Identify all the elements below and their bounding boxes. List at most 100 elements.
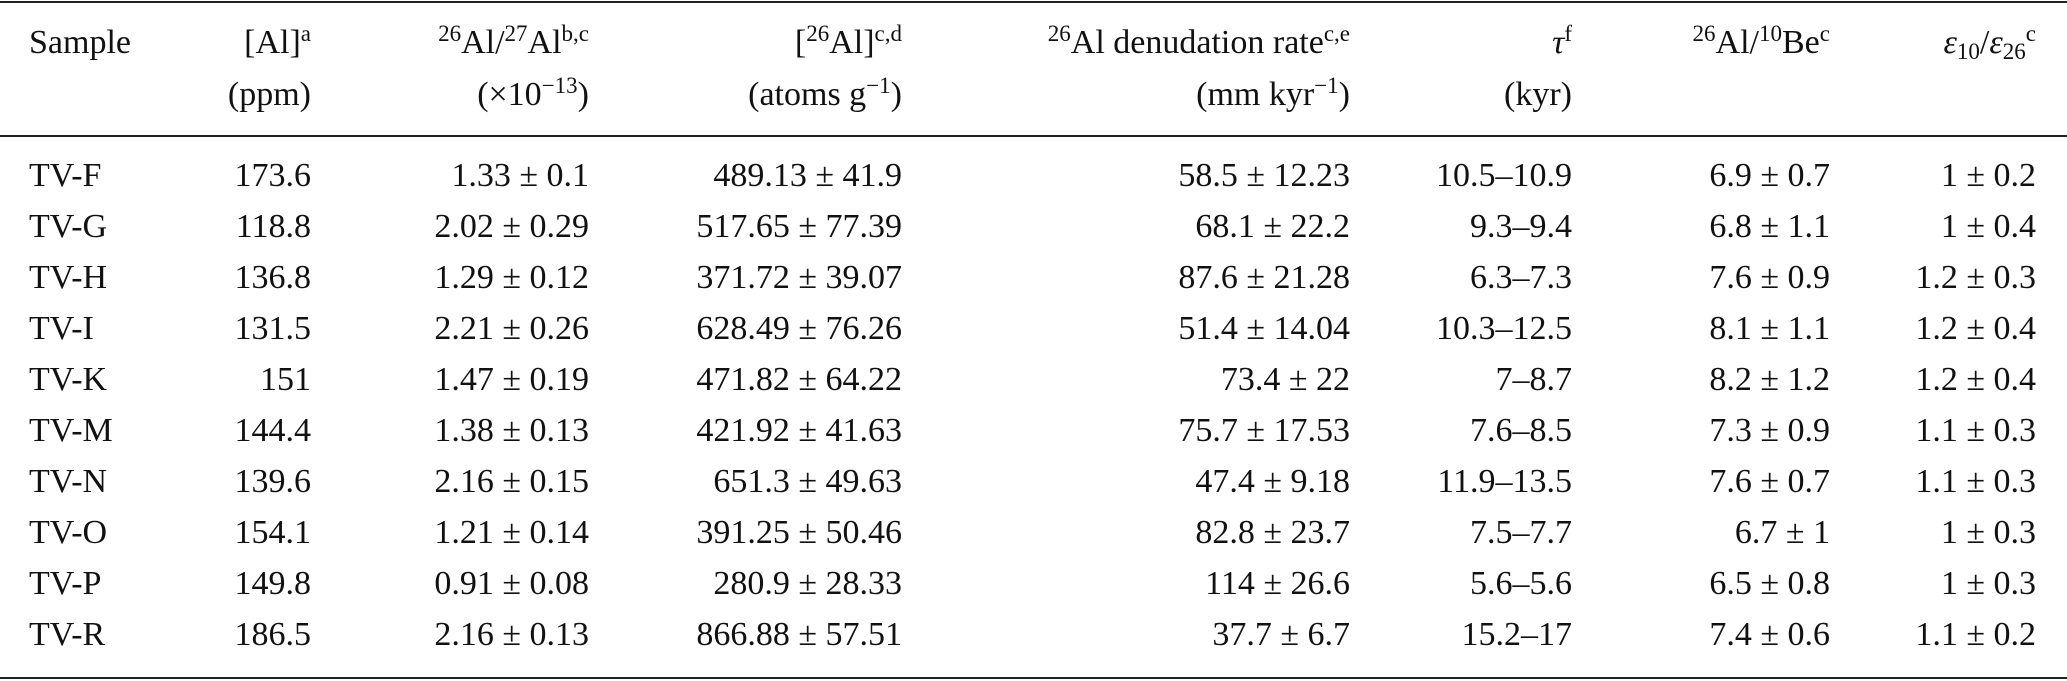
header-cell: (atoms g−1) [748,74,902,115]
bottom-rule [0,677,2067,679]
data-cell: 11.9–13.5 [1437,463,1572,500]
header-text: Sample [29,24,131,61]
header-text: ) [1338,76,1350,113]
header-superscript: c,d [874,21,902,46]
data-cell: 10.3–12.5 [1436,310,1572,347]
sample-id: TV-P [29,565,102,602]
header-cell: ε10/ε26c [1943,21,2036,64]
data-cell: 8.1 ± 1.1 [1709,310,1830,347]
header-text: ) [890,76,902,113]
data-cell: 186.5 [234,616,312,653]
data-cell: 517.65 ± 77.39 [696,208,902,245]
header-superscript: b,c [561,21,589,46]
data-cell: 1.2 ± 0.4 [1915,310,2036,347]
data-cell: 144.4 [234,412,312,449]
header-cell: (ppm) [228,75,311,115]
data-cell: 149.8 [234,565,312,602]
data-cell: 2.16 ± 0.13 [434,616,589,653]
data-cell: 280.9 ± 28.33 [713,565,902,602]
sample-id: TV-F [29,157,102,194]
data-cell: 8.2 ± 1.2 [1709,361,1830,398]
data-cell: 68.1 ± 22.2 [1195,208,1350,245]
data-cell: 421.92 ± 41.63 [696,412,902,449]
header-text: Al] [829,24,875,61]
header-subscript: 10 [1956,39,1980,64]
data-cell: 1.38 ± 0.13 [434,412,589,449]
data-cell: 139.6 [234,463,312,500]
data-cell: 1.47 ± 0.19 [434,361,589,398]
header-text: [Al] [244,24,301,61]
data-cell: 1 ± 0.4 [1940,208,2036,245]
data-cell: 6.5 ± 0.8 [1709,565,1830,602]
header-superscript: f [1564,21,1572,46]
data-cell: 47.4 ± 9.18 [1195,463,1350,500]
header-text: [ [794,24,807,61]
header-text: Al/ [461,24,505,61]
data-cell: 2.02 ± 0.29 [434,208,589,245]
data-cell: 6.7 ± 1 [1734,514,1830,551]
data-cell: 628.49 ± 76.26 [696,310,902,347]
header-cell: [Al]a [244,21,311,63]
data-cell: 371.72 ± 39.07 [696,259,902,296]
header-text: Al [527,24,562,61]
data-cell: 5.6–5.6 [1470,565,1572,602]
sample-id: TV-M [29,412,113,449]
header-superscript: c [2025,21,2036,46]
header-superscript: 26 [1047,21,1071,46]
header-text: ) [577,76,589,113]
sample-id: TV-K [29,361,108,398]
data-cell: 866.88 ± 57.51 [696,616,902,653]
data-cell: 7.6 ± 0.9 [1709,259,1830,296]
sample-id: TV-O [29,514,108,551]
header-cell: 26Al denudation ratec,e [1047,21,1350,63]
header-cell: 26Al/10Bec [1693,21,1830,63]
data-cell: 1.1 ± 0.3 [1915,463,2036,500]
data-cell: 7.5–7.7 [1470,514,1572,551]
header-superscript: a [300,21,311,46]
header-text: Al denudation rate [1070,24,1324,61]
data-cell: 489.13 ± 41.9 [713,157,902,194]
data-cell: 0.91 ± 0.08 [434,565,589,602]
header-text: / [1979,24,1990,61]
header-superscript: −13 [541,73,578,98]
header-symbol: τ [1552,24,1565,61]
data-cell: 51.4 ± 14.04 [1178,310,1350,347]
data-cell: 73.4 ± 22 [1220,361,1350,398]
data-cell: 75.7 ± 17.53 [1178,412,1350,449]
header-superscript: 27 [504,21,528,46]
header-text: (×10 [477,76,542,113]
data-cell: 1 ± 0.3 [1940,565,2036,602]
header-text: Al/ [1715,24,1759,61]
data-cell: 1 ± 0.3 [1940,514,2036,551]
data-cell: 471.82 ± 64.22 [696,361,902,398]
data-cell: 1 ± 0.2 [1940,157,2036,194]
sample-id: TV-G [29,208,108,245]
data-cell: 7.4 ± 0.6 [1709,616,1830,653]
header-cell: (×10−13) [477,73,589,115]
header-text: Be [1782,24,1820,61]
header-superscript: −1 [1314,73,1339,98]
data-cell: 58.5 ± 12.23 [1178,157,1350,194]
data-cell: 6.8 ± 1.1 [1709,208,1830,245]
data-cell: 651.3 ± 49.63 [713,463,902,500]
data-cell: 82.8 ± 23.7 [1195,514,1350,551]
top-rule [0,1,2067,3]
header-symbol: ε [1943,24,1957,61]
data-cell: 118.8 [235,208,311,245]
header-cell: Sample [29,23,131,63]
header-superscript: c,e [1323,21,1350,46]
data-cell: 154.1 [234,514,312,551]
data-cell: 7–8.7 [1495,361,1573,398]
header-text: (ppm) [227,76,311,113]
header-superscript: 10 [1759,21,1782,46]
header-text: (mm kyr [1196,76,1315,113]
header-superscript: 26 [438,21,462,46]
data-cell: 151 [260,361,311,398]
header-cell: 26Al/27Alb,c [438,21,589,63]
sample-id: TV-H [29,259,108,296]
sample-id: TV-N [29,463,108,500]
data-cell: 37.7 ± 6.7 [1212,616,1350,653]
header-superscript: c [1819,21,1830,46]
data-cell: 10.5–10.9 [1436,157,1572,194]
